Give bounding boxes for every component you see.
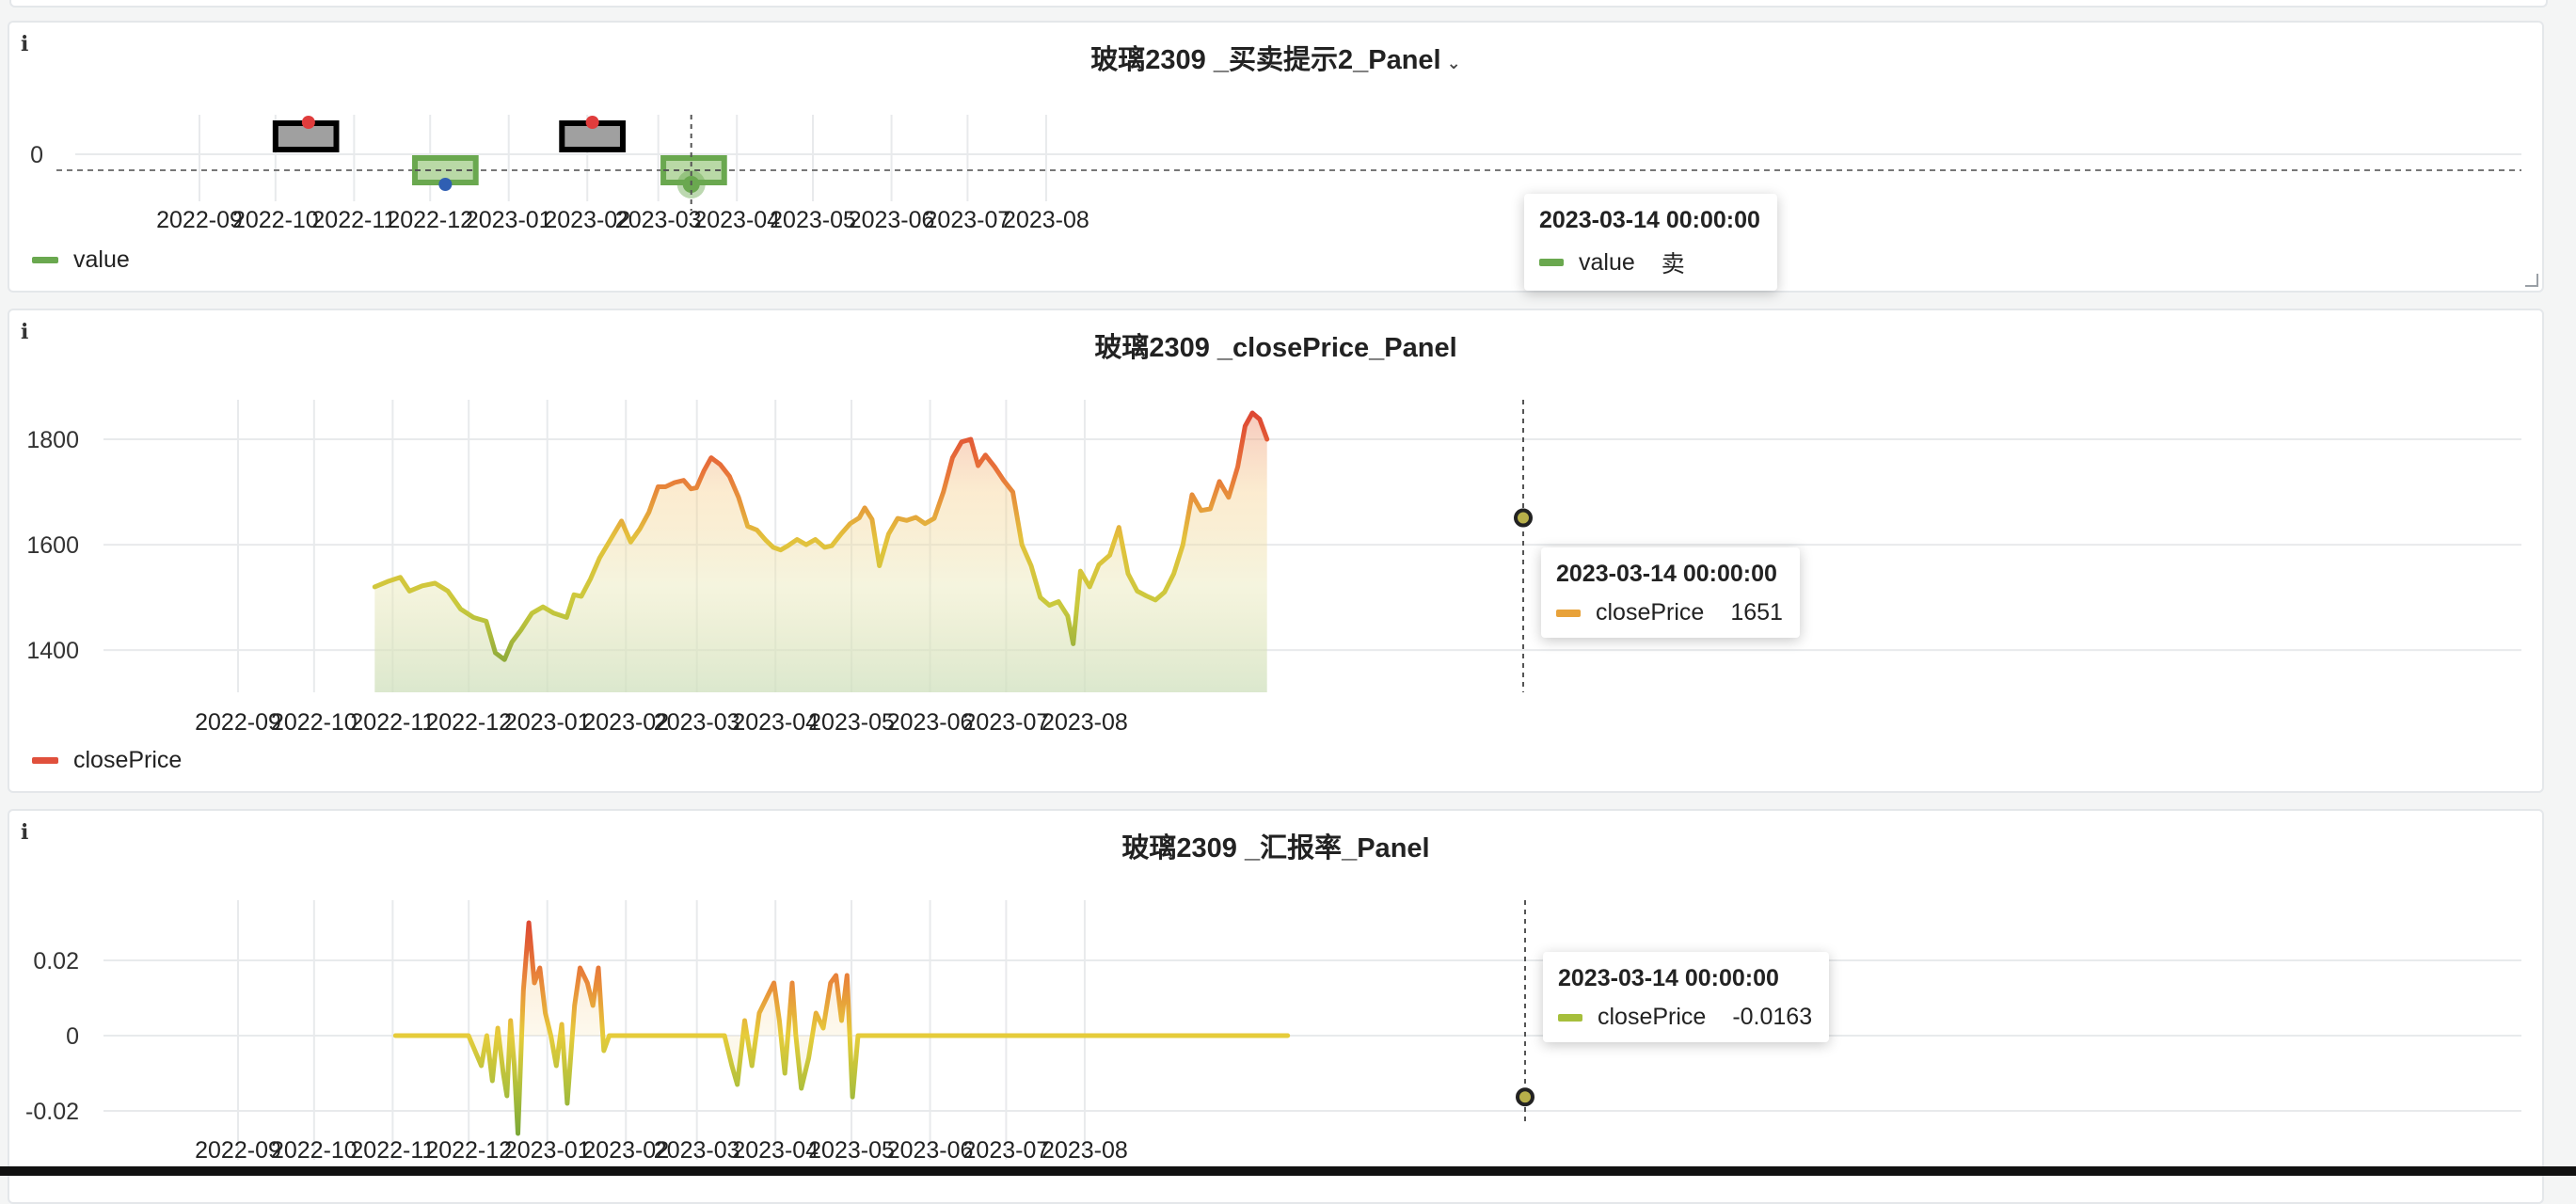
return-rate-panel: i 玻璃2309 _汇报率_Panel 0.02 0 -0.02 2022-09 202… bbox=[8, 809, 2544, 1204]
legend-label: value bbox=[73, 246, 130, 273]
legend-swatch bbox=[32, 257, 58, 263]
y-tick-label: 1400 bbox=[26, 638, 79, 664]
close-price-chart[interactable]: 1400 1600 1800 2022-092022-102022-112022-12… bbox=[9, 310, 2544, 793]
tooltip-swatch bbox=[1558, 1013, 1582, 1022]
x-tick-label: 2023-01 bbox=[466, 207, 552, 233]
x-tick-label: 2022-12 bbox=[425, 1137, 512, 1164]
legend-swatch bbox=[32, 757, 58, 764]
x-tick-label: 2023-04 bbox=[732, 1137, 819, 1164]
x-tick-label: 2022-11 bbox=[350, 709, 435, 736]
x-tick-label: 2023-03 bbox=[654, 1137, 740, 1164]
x-tick-label: 2023-01 bbox=[504, 709, 591, 736]
signal-point bbox=[585, 116, 599, 129]
y-tick-label: 0.02 bbox=[33, 948, 79, 974]
chart-legend[interactable]: closePrice bbox=[32, 747, 182, 774]
x-tick-label: 2022-10 bbox=[271, 1137, 358, 1164]
y-tick-label: 1600 bbox=[26, 532, 79, 559]
signal-panel: i 玻璃2309 _买卖提示2_Panel ⌄ 0 2022-09 2022-10 20… bbox=[8, 21, 2544, 293]
y-tick-label: 0 bbox=[30, 142, 43, 168]
x-tick-label: 2023-07 bbox=[963, 709, 1050, 736]
panel-title-text: 玻璃2309 _closePrice_Panel bbox=[1094, 333, 1457, 363]
y-tick-label: 1800 bbox=[26, 427, 79, 453]
x-tick-label: 2023-08 bbox=[1003, 207, 1089, 233]
x-tick-label: 2023-08 bbox=[1042, 1137, 1128, 1164]
x-tick-label: 2022-11 bbox=[350, 1137, 435, 1164]
panel-info-icon[interactable]: i bbox=[21, 320, 29, 344]
legend-label: closePrice bbox=[73, 747, 183, 773]
tooltip-time: 2023-03-14 00:00:00 bbox=[1558, 965, 1779, 991]
x-tick-label: 2023-01 bbox=[504, 1137, 591, 1164]
signal-point bbox=[438, 178, 453, 191]
tooltip-label: closePrice bbox=[1598, 1004, 1707, 1030]
signal-chart[interactable]: 02022-092022-102022-112022-122023-012023… bbox=[9, 23, 2544, 293]
x-tick-label: 2023-04 bbox=[732, 709, 819, 736]
x-tick-label: 2022-12 bbox=[387, 207, 473, 233]
x-tick-label: 2023-06 bbox=[887, 1137, 974, 1164]
x-tick-label: 2023-05 bbox=[770, 207, 856, 233]
panel-title[interactable]: 玻璃2309 _汇报率_Panel bbox=[9, 826, 2542, 865]
hover-tooltip: 2023-03-14 00:00:00 closePrice -0.0163 bbox=[1543, 952, 1830, 1042]
panel-info-icon[interactable]: i bbox=[21, 32, 29, 56]
tooltip-value: -0.0163 bbox=[1732, 1004, 1813, 1030]
x-tick-label: 2022-09 bbox=[156, 207, 243, 233]
panel-title-text: 玻璃2309 _买卖提示2_Panel bbox=[1090, 45, 1441, 75]
x-tick-label: 2023-07 bbox=[925, 207, 1011, 233]
tooltip-time: 2023-03-14 00:00:00 bbox=[1539, 207, 1760, 233]
series-line bbox=[392, 920, 1291, 1136]
previous-panel-edge bbox=[9, 0, 2548, 8]
panel-title[interactable]: 玻璃2309 _closePrice_Panel bbox=[9, 325, 2542, 365]
panel-title[interactable]: 玻璃2309 _买卖提示2_Panel ⌄ bbox=[9, 38, 2542, 77]
panel-title-text: 玻璃2309 _汇报率_Panel bbox=[1121, 833, 1430, 863]
tooltip-label: value bbox=[1579, 248, 1635, 276]
tooltip-value: 1651 bbox=[1730, 599, 1783, 626]
close-price-panel: i 玻璃2309 _closePrice_Panel 1400 1600 1800 2… bbox=[8, 309, 2544, 793]
y-tick-label: 0 bbox=[66, 1023, 79, 1050]
chevron-down-icon[interactable]: ⌄ bbox=[1446, 54, 1461, 72]
chart-legend[interactable]: value bbox=[32, 246, 130, 274]
hover-tooltip: 2023-03-14 00:00:00 closePrice 1651 bbox=[1541, 547, 1800, 638]
hover-point bbox=[1514, 508, 1533, 528]
series-area-fill bbox=[395, 923, 1288, 1133]
tooltip-label: closePrice bbox=[1596, 599, 1705, 626]
x-tick-label: 2023-06 bbox=[887, 709, 974, 736]
x-tick-label: 2023-02 bbox=[582, 709, 669, 736]
x-tick-label: 2022-11 bbox=[311, 207, 396, 233]
x-tick-label: 2023-02 bbox=[582, 1137, 669, 1164]
resize-handle-icon[interactable] bbox=[2525, 274, 2538, 287]
x-tick-label: 2023-03 bbox=[654, 709, 740, 736]
x-tick-label: 2023-04 bbox=[693, 207, 780, 233]
signal-point bbox=[301, 116, 315, 129]
x-tick-label: 2023-08 bbox=[1042, 709, 1128, 736]
x-tick-label: 2022-10 bbox=[271, 709, 358, 736]
x-tick-label: 2023-07 bbox=[963, 1137, 1050, 1164]
x-tick-label: 2023-02 bbox=[544, 207, 630, 233]
y-tick-label: -0.02 bbox=[25, 1099, 79, 1125]
tooltip-swatch bbox=[1539, 259, 1564, 266]
x-tick-label: 2022-10 bbox=[232, 207, 319, 233]
x-tick-label: 2022-09 bbox=[195, 709, 281, 736]
return-rate-chart[interactable]: 0.020-0.022022-092022-102022-112022-1220… bbox=[9, 811, 2544, 1204]
series-line bbox=[372, 410, 1270, 662]
window-bottom-edge bbox=[0, 1166, 2576, 1176]
x-tick-label: 2023-06 bbox=[849, 207, 935, 233]
tooltip-swatch bbox=[1556, 609, 1581, 617]
x-tick-label: 2022-12 bbox=[425, 709, 512, 736]
hover-point bbox=[1516, 1087, 1534, 1107]
x-tick-label: 2023-03 bbox=[615, 207, 702, 233]
series-area-fill bbox=[374, 413, 1267, 692]
tooltip-value: 卖 bbox=[1661, 251, 1685, 277]
x-tick-label: 2022-09 bbox=[195, 1137, 281, 1164]
x-tick-label: 2023-05 bbox=[808, 1137, 895, 1164]
hover-tooltip: 2023-03-14 00:00:00 value 卖 bbox=[1524, 194, 1777, 291]
panel-info-icon[interactable]: i bbox=[21, 820, 29, 845]
x-tick-label: 2023-05 bbox=[808, 709, 895, 736]
tooltip-time: 2023-03-14 00:00:00 bbox=[1556, 561, 1777, 587]
